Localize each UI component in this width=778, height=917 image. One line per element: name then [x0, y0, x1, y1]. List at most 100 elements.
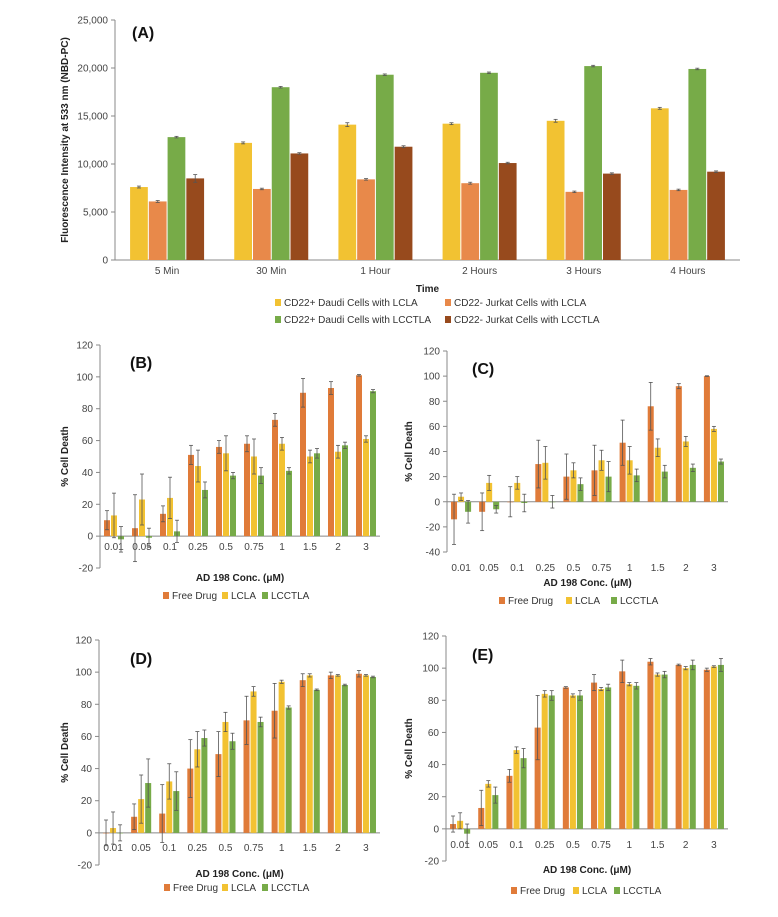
legend-label: CD22- Jurkat Cells with LCCTLA: [454, 315, 600, 326]
y-tick-label: 120: [76, 341, 93, 352]
bar: [675, 664, 682, 829]
legend-label: LCLA: [575, 596, 600, 607]
x-axis-title: AD 198 Conc. (μM): [196, 573, 284, 584]
legend: Free Drug LCLA LCCTLA: [511, 886, 662, 897]
bar: [194, 749, 201, 833]
bar: [654, 674, 661, 829]
bar: [548, 695, 555, 829]
x-tick-label: 0.05: [131, 843, 151, 854]
bar: [498, 163, 517, 260]
y-axis-title: Fluorescence Intensity at 533 nm (NBD-PC…: [60, 37, 71, 243]
bar: [173, 791, 180, 833]
x-tick-label: 0.25: [188, 843, 208, 854]
chart-panel-a: 0 5,000 10,000 15,000 20,000 25,000 5 Min 30 Mi…: [60, 16, 740, 326]
bar: [285, 707, 292, 833]
x-tick-label: 2: [683, 563, 689, 574]
y-tick-label: 0: [87, 532, 93, 543]
bar: [541, 693, 548, 829]
legend-label: Free Drug: [520, 886, 565, 897]
x-tick-label: 2 Hours: [462, 266, 497, 277]
bar: [710, 428, 717, 502]
x-tick-label: 3 Hours: [566, 266, 601, 277]
bar: [166, 781, 173, 833]
x-tick-label: 0.1: [510, 563, 524, 574]
bar: [542, 462, 549, 502]
bar: [278, 681, 285, 833]
x-tick-label: 3: [363, 542, 369, 553]
bar: [570, 470, 577, 502]
bar: [362, 675, 369, 833]
y-tick-label: 0: [434, 497, 440, 508]
bar: [369, 676, 376, 833]
x-tick-label: 3: [711, 840, 717, 851]
y-tick-label: 25,000: [77, 16, 108, 27]
x-tick-label: 0.75: [592, 563, 612, 574]
y-tick-label: 15,000: [77, 112, 108, 123]
x-tick-label: 1.5: [651, 840, 665, 851]
y-tick-label: 80: [429, 397, 441, 408]
legend-swatch: [275, 316, 281, 323]
bar: [633, 475, 640, 502]
bar: [486, 482, 493, 502]
y-tick-label: 0: [433, 824, 439, 835]
x-tick-label: 1: [627, 840, 633, 851]
legend-label: CD22+ Daudi Cells with LCLA: [284, 298, 418, 309]
y-tick-label: 20: [428, 792, 440, 803]
legend: Free Drug LCLA LCCTLA: [163, 591, 310, 602]
panel-label: (C): [472, 361, 494, 378]
y-tick-label: -20: [426, 522, 441, 533]
bar: [243, 720, 250, 833]
bar: [222, 721, 229, 833]
bar: [335, 451, 341, 537]
bar: [244, 443, 250, 537]
bar: [688, 68, 707, 261]
x-tick-label: 2: [683, 840, 689, 851]
x-tick-label: 3: [363, 843, 369, 854]
x-tick-label: 0.01: [104, 542, 124, 553]
legend-label: LCCTLA: [271, 883, 310, 894]
y-axis-title: % Cell Death: [404, 421, 415, 482]
bar: [272, 419, 278, 537]
legend-swatch: [262, 884, 268, 891]
bar: [258, 475, 264, 537]
bar: [591, 682, 598, 829]
bar: [513, 750, 520, 829]
bar: [520, 758, 527, 829]
x-tick-label: 2: [335, 843, 341, 854]
y-tick-label: 100: [422, 664, 439, 675]
bar: [689, 664, 696, 829]
bar: [328, 388, 334, 537]
y-tick-label: 20: [429, 472, 441, 483]
x-tick-label: 0.01: [450, 840, 470, 851]
bar: [342, 445, 348, 537]
x-tick-label: 0.05: [479, 563, 499, 574]
x-tick-label: 0.05: [479, 840, 499, 851]
x-tick-label: 1 Hour: [360, 266, 391, 277]
x-tick-label: 0.75: [244, 542, 264, 553]
bar: [160, 513, 166, 537]
x-tick-label: 1: [279, 843, 285, 854]
bar: [442, 123, 461, 261]
x-tick-label: 0.5: [219, 542, 233, 553]
y-axis-title: % Cell Death: [404, 718, 415, 779]
legend-label: LCCTLA: [620, 596, 659, 607]
legend-swatch: [262, 592, 268, 599]
x-tick-label: 0.25: [535, 840, 555, 851]
bar: [334, 675, 341, 833]
y-tick-label: -40: [426, 548, 441, 559]
bar: [251, 456, 257, 537]
bar: [717, 461, 724, 502]
legend-label: LCLA: [231, 591, 256, 602]
bar: [167, 137, 186, 260]
chart-panel-d: -20 0 20 40 60 80 100 120 0.01 0.05 0.1 0.25 0.5 0.75…: [60, 636, 380, 894]
bar: [598, 460, 605, 502]
legend: Free Drug LCLA LCCTLA: [164, 883, 310, 894]
chart-panel-b: -20 0 20 40 60 80 100 120 0.01 0.05 0.1 0.25 0.5 0.75…: [60, 341, 380, 602]
bar: [661, 471, 668, 502]
bar: [485, 783, 492, 829]
bar: [534, 727, 541, 829]
bar: [187, 768, 194, 833]
panel-label: (A): [132, 25, 154, 42]
y-axis-title: % Cell Death: [60, 426, 71, 487]
legend-swatch: [163, 592, 169, 599]
